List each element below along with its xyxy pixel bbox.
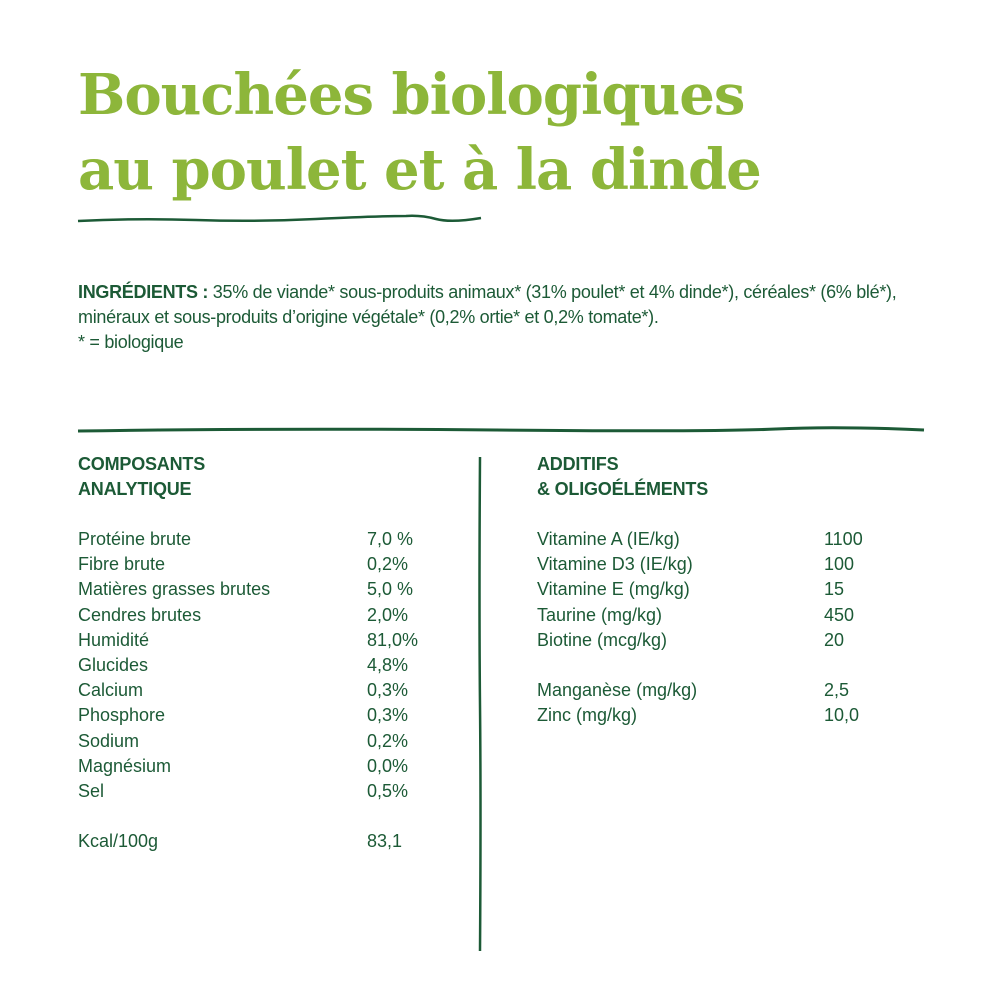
row-name: Vitamine D3 (IE/kg): [537, 554, 693, 575]
row-name: Phosphore: [78, 705, 166, 726]
row-name: Taurine (mg/kg): [537, 604, 663, 625]
row-name: Manganèse (mg/kg): [537, 680, 698, 701]
spacer: [78, 804, 418, 829]
row-name: Fibre brute: [78, 554, 166, 575]
row-value: 7,0 %: [367, 529, 414, 549]
analytic-heading-line-1: COMPOSANTS: [78, 454, 206, 474]
row-value: 1100: [824, 529, 863, 549]
row-name: Calcium: [78, 680, 144, 701]
ingredients-label: INGRÉDIENTS :: [78, 282, 209, 302]
additives-heading-line-2: & OLIGOÉLÉMENTS: [537, 479, 709, 499]
column-divider: [478, 456, 482, 952]
table-row: Humidité 81,0%: [78, 628, 418, 653]
row-value: 2,5: [824, 680, 850, 701]
section-divider: [77, 426, 925, 433]
row-name: Biotine (mcg/kg): [537, 629, 668, 650]
row-value: 100: [824, 554, 855, 575]
row-name: Kcal/100g: [78, 831, 159, 852]
row-name: Humidité: [78, 629, 150, 650]
ingredients-text: 35% de viande* sous-produits animaux* (3…: [78, 282, 897, 327]
row-value: 0,5%: [367, 781, 409, 802]
ingredients-section: INGRÉDIENTS : 35% de viande* sous-produi…: [78, 280, 948, 355]
row-value: 2,0%: [367, 604, 409, 625]
table-row: Sodium 0,2%: [78, 729, 418, 754]
additives-table: Vitamine A (IE/kg) 1100 Vitamine D3 (IE/kg…: [537, 527, 863, 728]
table-row: Taurine (mg/kg) 450: [537, 603, 863, 628]
table-row: Glucides 4,8%: [78, 653, 418, 678]
table-row: Sel 0,5%: [78, 779, 418, 804]
row-value: 0,2%: [367, 554, 409, 575]
row-value: 0,0%: [367, 755, 409, 776]
title-line-2: au poulet et à la dinde: [78, 137, 762, 203]
table-row: Phosphore 0,3%: [78, 703, 418, 728]
table-row: Calcium 0,3%: [78, 678, 418, 703]
row-value: 10,0: [824, 705, 860, 726]
row-name: Vitamine E (mg/kg): [537, 579, 690, 600]
additives-heading: ADDITIFS & OLIGOÉLÉMENTS: [537, 452, 708, 502]
table-row: Zinc (mg/kg) 10,0: [537, 703, 863, 728]
table-row: Vitamine E (mg/kg) 15: [537, 577, 863, 602]
organic-note: * = biologique: [78, 332, 184, 352]
table-row: Biotine (mcg/kg) 20: [537, 628, 863, 653]
row-name: Glucides: [78, 655, 149, 676]
row-name: Protéine brute: [78, 529, 192, 549]
row-name: Zinc (mg/kg): [537, 705, 638, 726]
spacer: [537, 653, 863, 678]
row-value: 0,2%: [367, 730, 409, 751]
table-row: Kcal/100g 83,1: [78, 829, 418, 854]
row-name: Cendres brutes: [78, 604, 202, 625]
row-name: Sel: [78, 781, 105, 802]
row-name: Magnésium: [78, 755, 172, 776]
title-line-1: Bouchées biologiques: [78, 62, 745, 128]
analytic-heading-line-2: ANALYTIQUE: [78, 479, 192, 499]
row-name: Sodium: [78, 730, 140, 751]
table-row: Cendres brutes 2,0%: [78, 603, 418, 628]
table-row: Vitamine D3 (IE/kg) 100: [537, 552, 863, 577]
row-value: 15: [824, 579, 845, 600]
row-value: 450: [824, 604, 855, 625]
table-row: Fibre brute 0,2%: [78, 552, 418, 577]
table-row: Matières grasses brutes 5,0 %: [78, 577, 418, 602]
row-name: Matières grasses brutes: [78, 579, 271, 600]
row-value: 81,0%: [367, 629, 419, 650]
row-value: 5,0 %: [367, 579, 414, 600]
title-underline: [77, 214, 482, 223]
table-row: Protéine brute 7,0 %: [78, 527, 418, 552]
table-row: Magnésium 0,0%: [78, 754, 418, 779]
page-title: Bouchées biologiques au poulet et à la d…: [78, 58, 762, 208]
row-name: Vitamine A (IE/kg): [537, 529, 680, 549]
row-value: 20: [824, 629, 845, 650]
analytic-heading: COMPOSANTS ANALYTIQUE: [78, 452, 205, 502]
analytic-table: Protéine brute 7,0 % Fibre brute 0,2% Matièr…: [78, 527, 418, 854]
row-value: 0,3%: [367, 705, 409, 726]
additives-heading-line-1: ADDITIFS: [537, 454, 619, 474]
table-row: Vitamine A (IE/kg) 1100: [537, 527, 863, 552]
row-value: 4,8%: [367, 655, 409, 676]
row-value: 0,3%: [367, 680, 409, 701]
table-row: Manganèse (mg/kg) 2,5: [537, 678, 863, 703]
row-value: 83,1: [367, 831, 403, 852]
